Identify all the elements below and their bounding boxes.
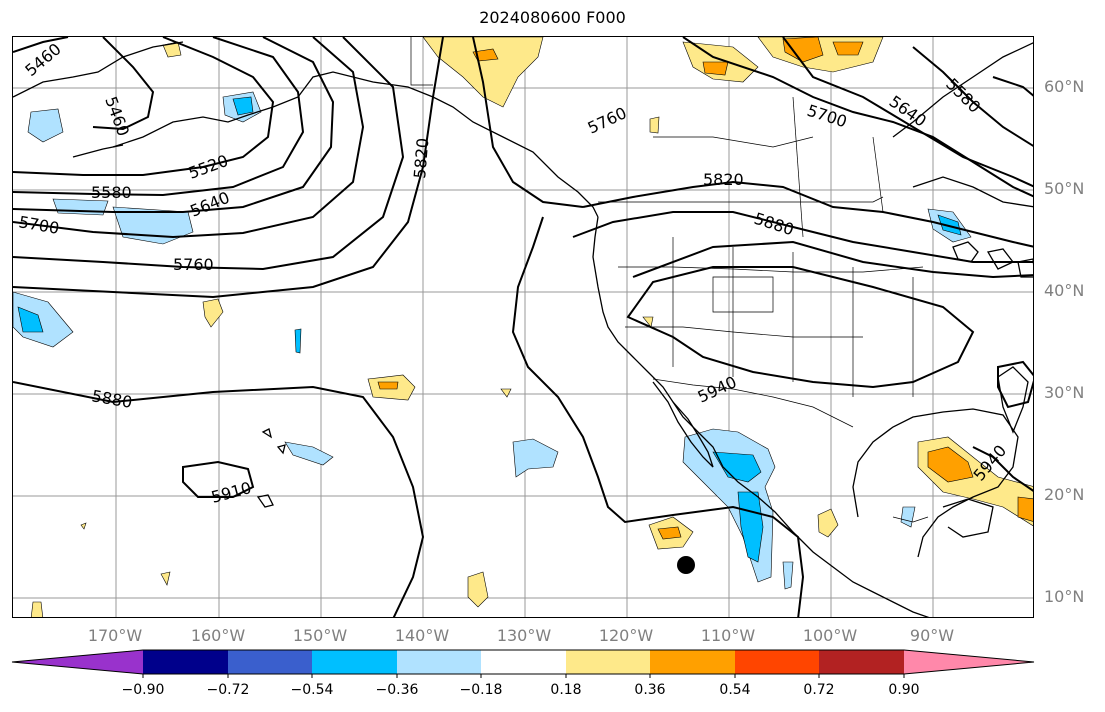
- latitude-label: 50°N: [1044, 179, 1085, 198]
- longitude-label: 140°W: [394, 626, 450, 645]
- colorbar-tick-label: −0.72: [206, 682, 250, 698]
- contour-label: 5820: [703, 170, 744, 189]
- anomaly-fills: [13, 37, 1033, 617]
- contour-label: 5460: [21, 39, 64, 80]
- longitude-label: 150°W: [292, 626, 348, 645]
- location-marker: [677, 556, 695, 574]
- colorbar-segment: [735, 650, 819, 674]
- contour-label: 5640: [187, 188, 232, 221]
- borders: [410, 37, 929, 523]
- colorbar-segment: [481, 650, 566, 674]
- longitude-label: 120°W: [598, 626, 654, 645]
- colorbar-tick-label: −0.90: [121, 682, 165, 698]
- longitude-label: 170°W: [87, 626, 143, 645]
- longitude-label: 100°W: [802, 626, 858, 645]
- coastlines: [13, 41, 1033, 617]
- height-contours: [13, 37, 1033, 617]
- map-panel: 5460 5460 5520 5580 5640 5700 5760 5820 …: [12, 36, 1034, 618]
- contour-label: 5580: [942, 74, 984, 116]
- map-title: 2024080600 F000: [479, 8, 626, 27]
- colorbar-segment: [397, 650, 481, 674]
- contour-label: 5760: [173, 255, 214, 274]
- longitude-label: 90°W: [909, 626, 955, 645]
- contour-label: 5520: [186, 151, 231, 183]
- colorbar-tick-label: 0.36: [634, 682, 666, 698]
- contour-label: 5910: [209, 478, 253, 507]
- contour-label: 5580: [91, 183, 132, 202]
- contour-label: 5760: [585, 103, 630, 137]
- contour-labels: 5460 5460 5520 5580 5640 5700 5760 5820 …: [17, 39, 1010, 507]
- colorbar-tick-label: 0.72: [803, 682, 835, 698]
- latitude-label: 10°N: [1044, 587, 1085, 606]
- colorbar-segment: [143, 650, 228, 674]
- colorbar-tick-label: −0.54: [290, 682, 334, 698]
- contour-label: 5940: [695, 372, 740, 406]
- colorbar-segments: [11, 649, 1035, 678]
- colorbar-segment: [228, 650, 312, 674]
- longitude-label: 130°W: [496, 626, 552, 645]
- contour-label: 5880: [752, 209, 797, 240]
- latitude-label: 40°N: [1044, 281, 1085, 300]
- longitude-label: 110°W: [700, 626, 756, 645]
- contour-label: 5820: [410, 137, 432, 179]
- latitude-label: 30°N: [1044, 383, 1085, 402]
- colorbar-segment: [12, 650, 143, 674]
- colorbar: [11, 649, 1035, 678]
- contour-label: 5880: [90, 386, 133, 412]
- contour-label: 5700: [17, 212, 60, 238]
- colorbar-segment: [312, 650, 397, 674]
- colorbar-tick-label: 0.54: [719, 682, 751, 698]
- colorbar-tick-label: 0.90: [888, 682, 920, 698]
- colorbar-segment: [904, 650, 1034, 674]
- colorbar-segment: [819, 650, 904, 674]
- colorbar-segment: [566, 650, 650, 674]
- colorbar-tick-label: −0.36: [375, 682, 419, 698]
- contour-label: 5700: [805, 101, 850, 132]
- map-canvas: 5460 5460 5520 5580 5640 5700 5760 5820 …: [13, 37, 1033, 617]
- contour-label: 5460: [101, 94, 133, 139]
- colorbar-tick-label: 0.18: [550, 682, 582, 698]
- latitude-label: 20°N: [1044, 485, 1085, 504]
- latitude-label: 60°N: [1044, 77, 1085, 96]
- colorbar-segment: [650, 650, 735, 674]
- colorbar-tick-label: −0.18: [459, 682, 503, 698]
- gridlines: [13, 37, 1033, 617]
- longitude-label: 160°W: [190, 626, 246, 645]
